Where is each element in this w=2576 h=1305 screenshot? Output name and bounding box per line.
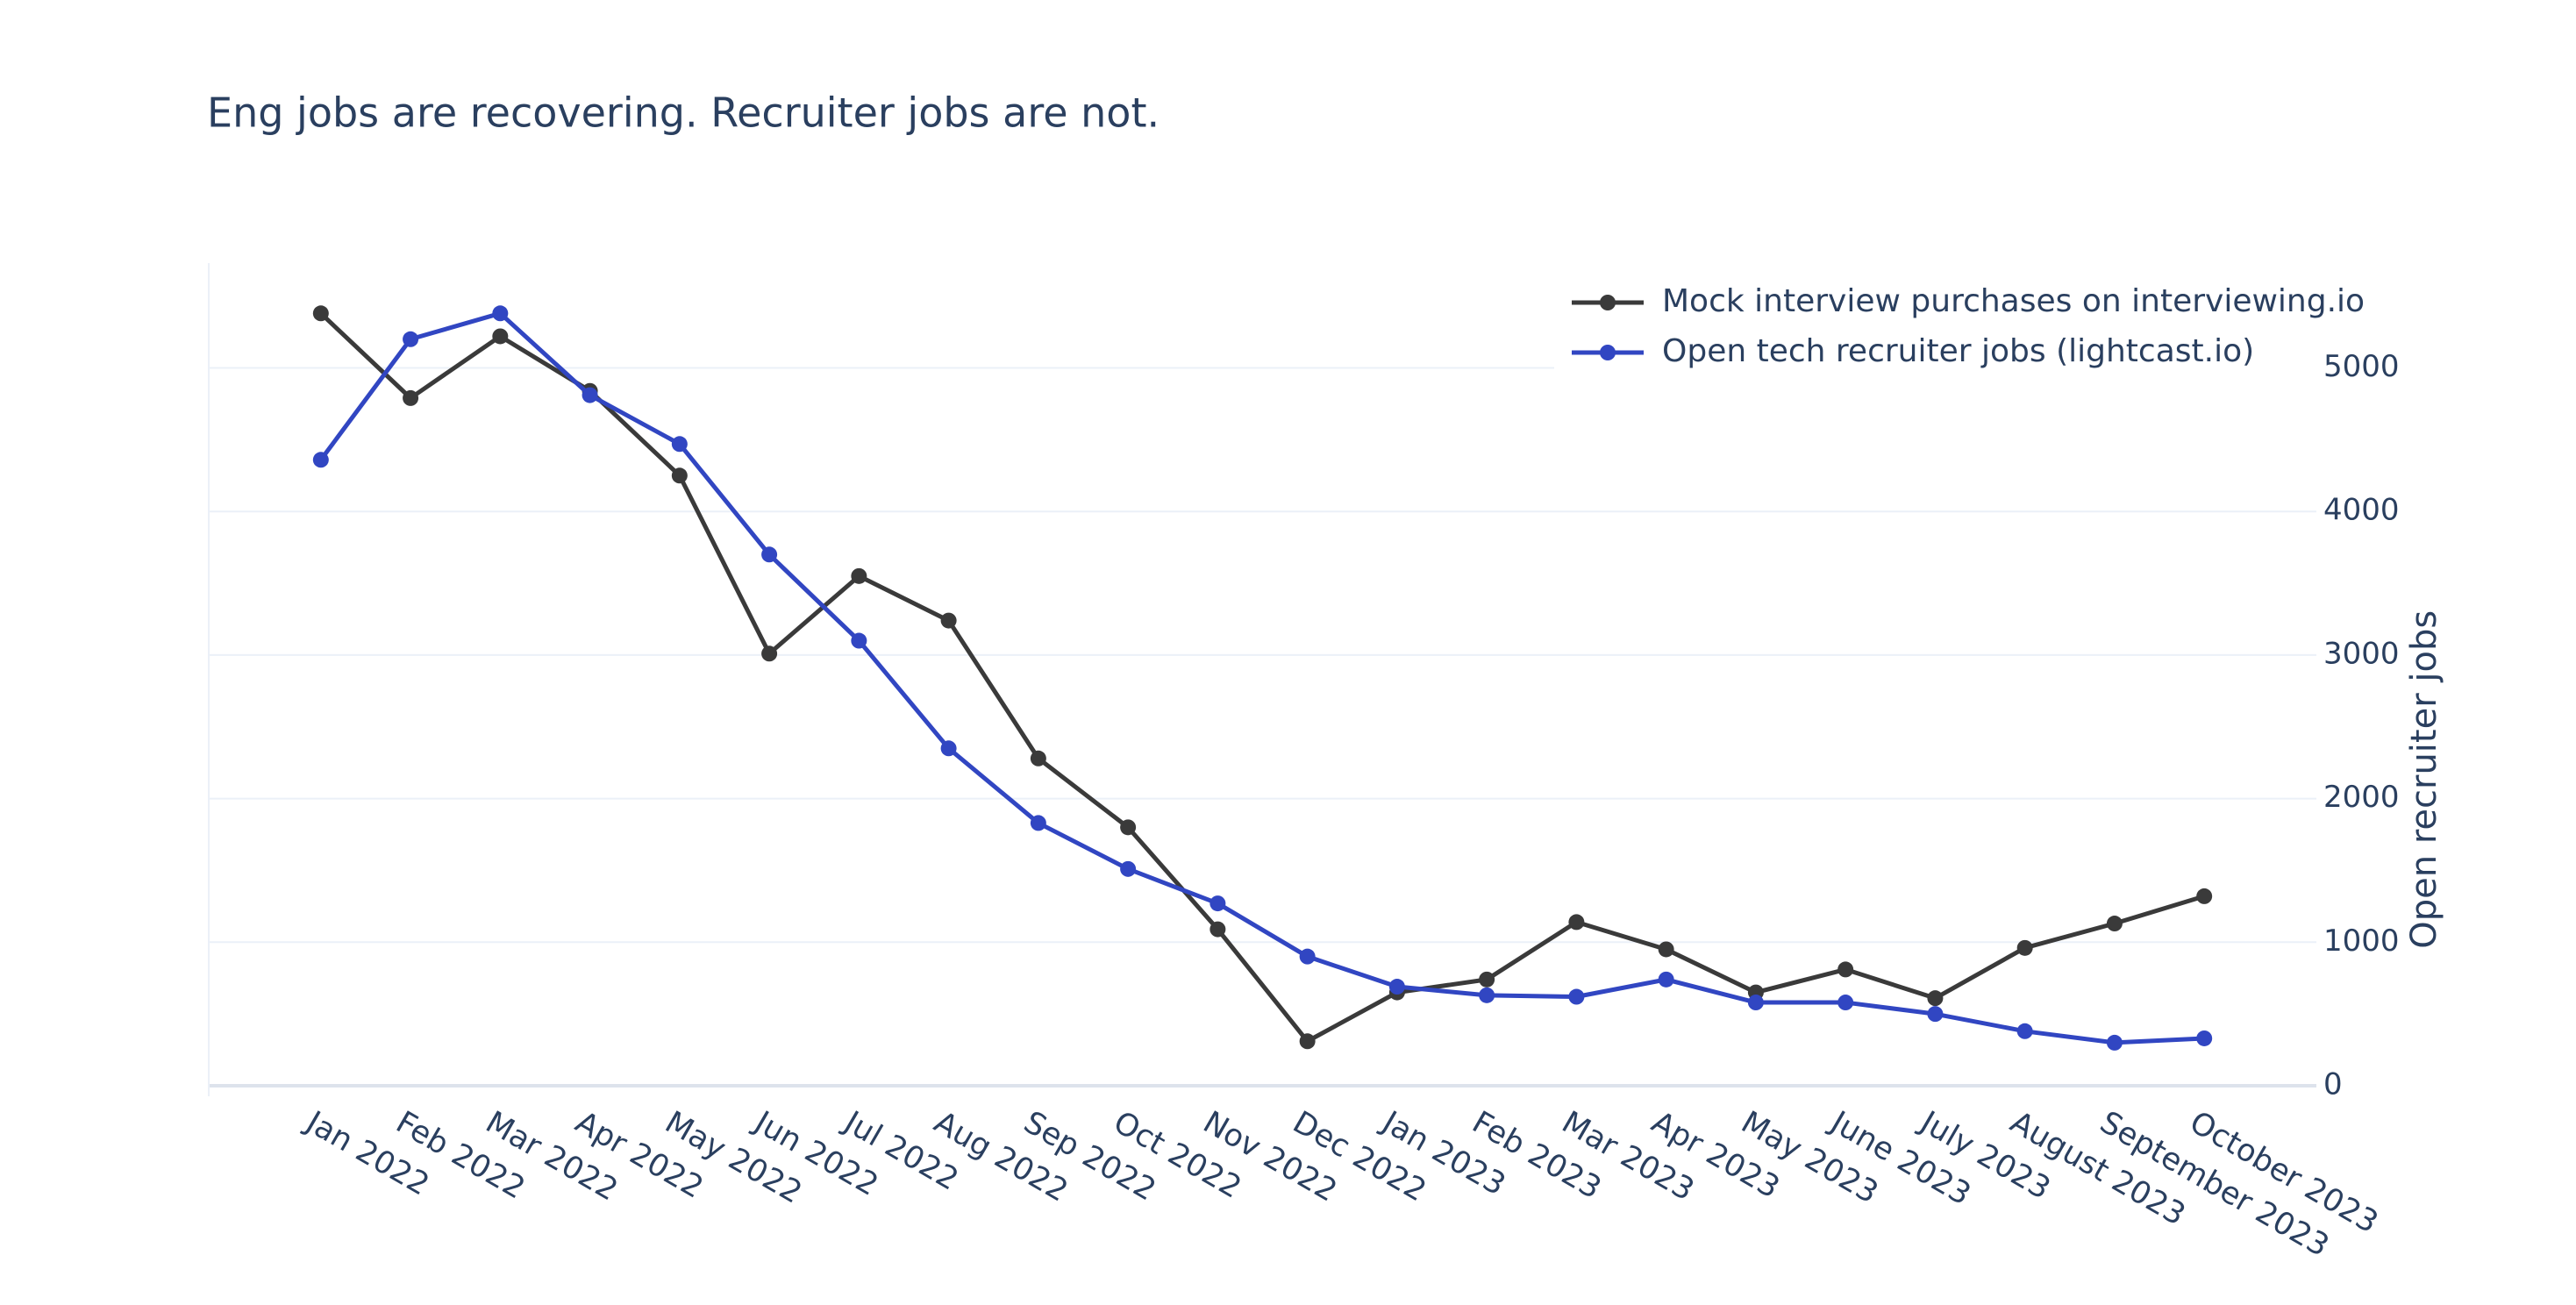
data-point (671, 436, 688, 453)
data-point (492, 305, 509, 322)
data-point (1299, 1033, 1316, 1050)
data-point (1658, 941, 1674, 958)
data-point (1479, 987, 1495, 1003)
y-axis-title: Open recruiter jobs (2404, 610, 2444, 949)
data-point (2106, 916, 2123, 932)
data-point (1837, 995, 1854, 1011)
legend-marker (1600, 295, 1616, 310)
data-point (940, 612, 957, 629)
data-point (1479, 971, 1495, 988)
data-point (1299, 948, 1316, 965)
data-point (403, 331, 419, 347)
data-point (1210, 921, 1226, 938)
data-point (403, 389, 419, 406)
chart-title: Eng jobs are recovering. Recruiter jobs … (207, 89, 1160, 137)
data-point (1658, 971, 1674, 988)
series-line (318, 310, 2205, 1045)
y-tick-label: 4000 (2323, 493, 2400, 528)
y-tick-label: 2000 (2323, 780, 2400, 815)
data-point (2196, 888, 2213, 904)
data-point (1747, 995, 1764, 1011)
data-point (1120, 819, 1137, 836)
data-point (1120, 860, 1137, 877)
data-point (1927, 1006, 1944, 1023)
data-point (851, 567, 867, 584)
data-point (940, 740, 957, 757)
legend-box (1554, 276, 2316, 385)
data-point (761, 546, 778, 563)
data-point (1837, 961, 1854, 978)
legend-label: Open tech recruiter jobs (lightcast.io) (1662, 333, 2254, 369)
data-point (1210, 895, 1226, 912)
data-point (851, 632, 867, 649)
data-point (2106, 1034, 2123, 1051)
data-point (312, 305, 329, 322)
data-point (1927, 990, 1944, 1007)
data-point (2016, 1023, 2033, 1039)
data-point (1568, 914, 1585, 931)
data-point (761, 645, 778, 662)
y-tick-label: 1000 (2323, 923, 2400, 959)
y-tick-label: 5000 (2323, 349, 2400, 384)
data-point (582, 387, 598, 403)
data-point (2196, 1030, 2213, 1046)
legend-marker (1600, 345, 1616, 360)
legend-label: Mock interview purchases on interviewing… (1662, 283, 2365, 319)
y-tick-label: 0 (2323, 1067, 2343, 1102)
y-tick-label: 3000 (2323, 636, 2400, 671)
data-point (1030, 815, 1046, 831)
data-point (1030, 750, 1046, 767)
data-point (1568, 988, 1585, 1005)
data-point (671, 467, 688, 484)
data-point (2016, 939, 2033, 956)
series-line (319, 311, 2205, 1044)
data-point (492, 328, 509, 345)
data-point (1388, 979, 1405, 995)
data-point (312, 452, 329, 468)
